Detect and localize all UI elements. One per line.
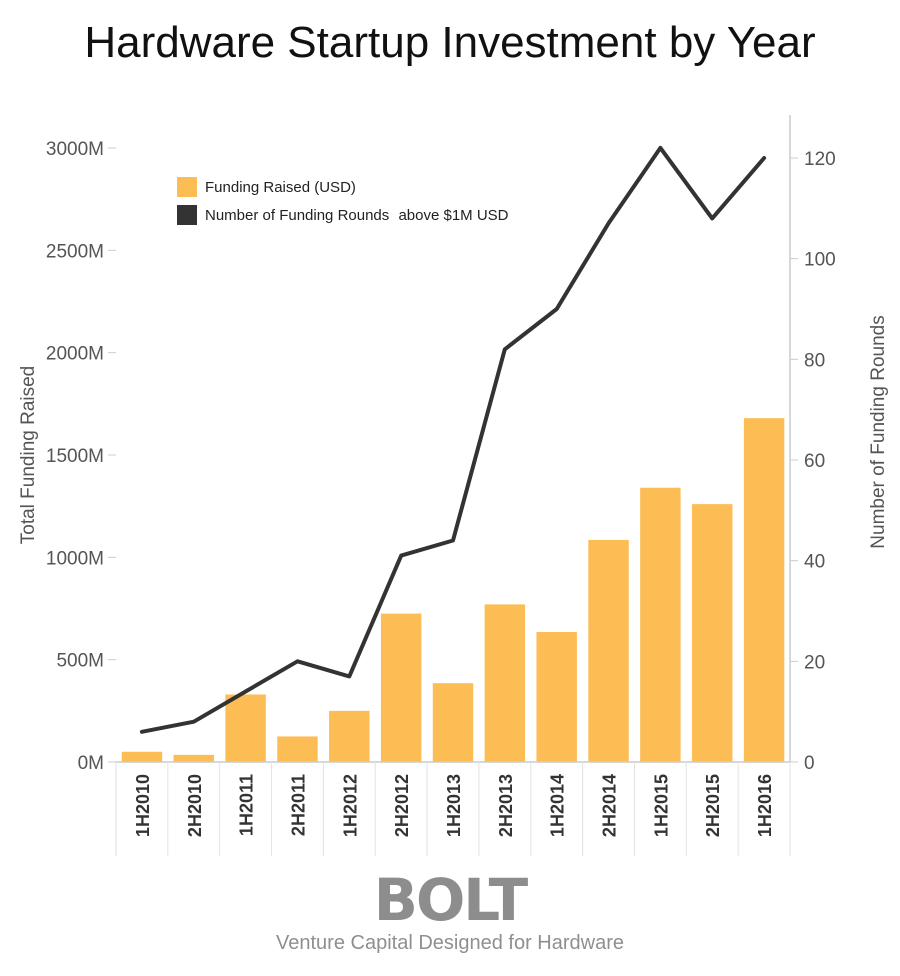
bar-2H2010: [173, 754, 214, 762]
left-tick-label: 2500M: [46, 241, 104, 262]
funding-rounds-line: [139, 145, 767, 734]
legend-label-funding: Funding Raised (USD): [205, 179, 356, 196]
legend-swatch-funding: [177, 177, 197, 197]
bar-2H2015: [692, 504, 733, 762]
x-tick-label-2H2012: 2H2012: [392, 774, 412, 837]
right-tick-label: 60: [804, 451, 825, 472]
left-tick-label: 0M: [78, 753, 104, 774]
x-tick-label-2H2013: 2H2013: [496, 774, 516, 837]
right-tick-label: 40: [804, 552, 825, 573]
bolt-logo: BOLT: [374, 868, 531, 928]
svg-text:BOLT: BOLT: [374, 868, 529, 928]
bar-2H2012: [380, 613, 422, 762]
tagline: Venture Capital Designed for Hardware: [276, 932, 624, 954]
left-tick-label: 3000M: [46, 139, 104, 160]
bar-1H2016: [743, 418, 785, 762]
x-tick-label-1H2010: 1H2010: [133, 774, 153, 837]
bars: [121, 418, 785, 762]
right-tick-label: 100: [804, 250, 836, 271]
y-axis-label-right: Number of Funding Rounds: [868, 315, 889, 548]
right-axis: 0 20 40 60 80 100 120: [789, 115, 836, 774]
bar-2H2014: [588, 539, 629, 762]
x-tick-label-1H2011: 1H2011: [237, 774, 257, 836]
x-tick-label-1H2014: 1H2014: [548, 774, 568, 837]
bar-1H2015: [640, 487, 681, 762]
y-axis-label-left: Total Funding Raised: [18, 366, 39, 545]
legend-label-rounds-name: Number of Funding Rounds: [205, 207, 389, 224]
bar-1H2012: [329, 710, 370, 762]
x-axis: 1H2010 2H2010 1H2011 2H2011 1H2012 2H2012 1H20…: [115, 761, 791, 856]
legend: Funding Raised (USD) Number of Funding R…: [177, 177, 509, 225]
legend-label-rounds-suffix: above $1M USD: [398, 207, 508, 224]
left-tick-label: 1000M: [46, 548, 104, 569]
chart: 0M 500M 1000M 1500M 2000M 2500M 3000M 0 20 40 60 8…: [18, 115, 889, 856]
bar-2H2013: [484, 604, 526, 762]
x-tick-label-2H2015: 2H2015: [703, 774, 723, 837]
left-axis: 0M 500M 1000M 1500M 2000M 2500M 3000M: [46, 139, 116, 774]
bar-1H2011: [225, 694, 266, 762]
x-tick-label-1H2016: 1H2016: [755, 774, 775, 837]
right-tick-label: 20: [804, 652, 825, 673]
left-tick-label: 500M: [56, 651, 104, 672]
bar-1H2013: [432, 683, 474, 762]
x-tick-label-2H2011: 2H2011: [288, 774, 308, 836]
bar-1H2010: [121, 751, 163, 762]
legend-label-rounds: Number of Funding Rounds above $1M USD: [205, 207, 509, 224]
bar-1H2014: [536, 632, 577, 762]
chart-title: Hardware Startup Investment by Year: [84, 18, 816, 67]
line-layer: [139, 145, 767, 734]
right-tick-label: 80: [804, 350, 825, 371]
footer: BOLT Venture Capital Designed for Hardwa…: [0, 868, 900, 955]
x-tick-label-2H2010: 2H2010: [185, 774, 205, 837]
left-tick-label: 2000M: [46, 344, 104, 365]
x-tick-label-1H2013: 1H2013: [444, 774, 464, 837]
x-tick-label-1H2012: 1H2012: [340, 774, 360, 837]
right-tick-label: 0: [804, 753, 815, 774]
x-tick-label-2H2014: 2H2014: [600, 774, 620, 837]
left-tick-label: 1500M: [46, 446, 104, 467]
right-tick-label: 120: [804, 149, 836, 170]
bar-2H2011: [277, 736, 318, 762]
legend-swatch-rounds: [177, 205, 197, 225]
x-tick-label-1H2015: 1H2015: [651, 774, 671, 837]
